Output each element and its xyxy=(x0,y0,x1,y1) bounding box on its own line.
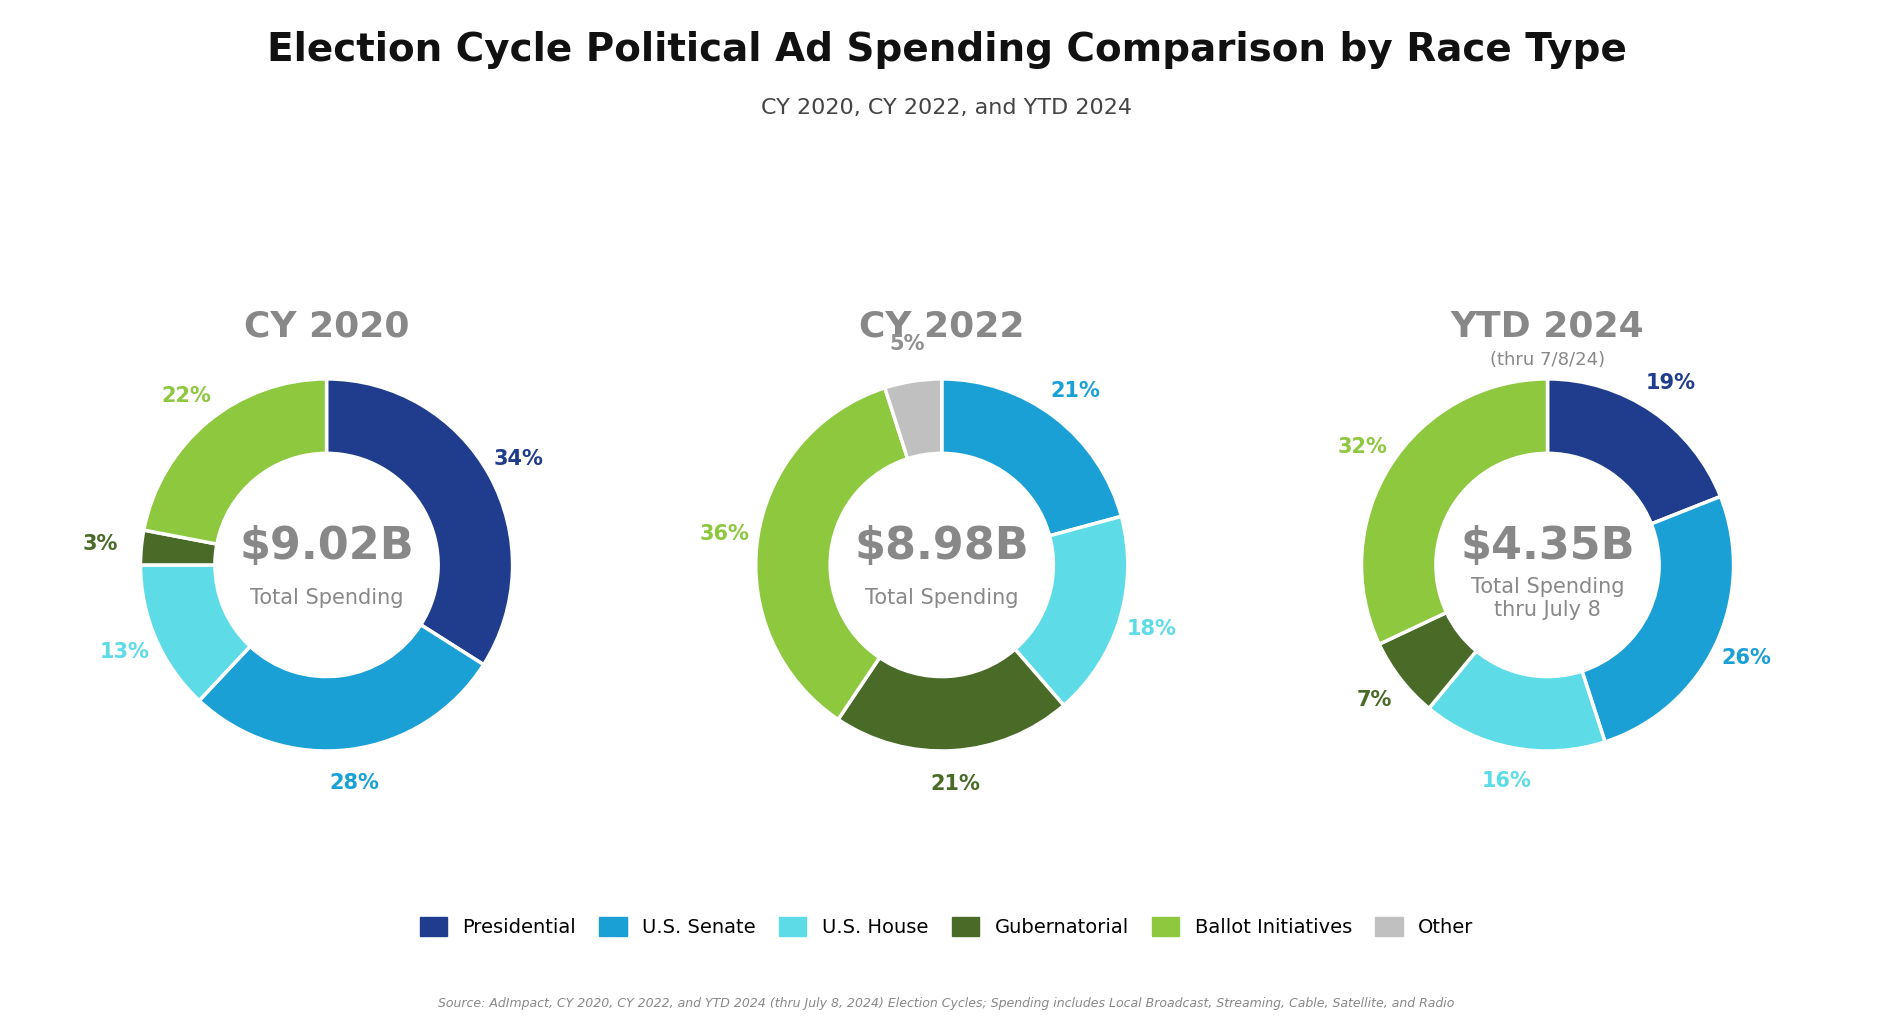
Wedge shape xyxy=(1429,651,1605,751)
Wedge shape xyxy=(941,379,1121,536)
Legend: Presidential, U.S. Senate, U.S. House, Gubernatorial, Ballot Initiatives, Other: Presidential, U.S. Senate, U.S. House, G… xyxy=(413,910,1480,946)
Text: 32%: 32% xyxy=(1336,437,1388,457)
Wedge shape xyxy=(326,379,513,665)
Text: 18%: 18% xyxy=(1126,618,1177,639)
Text: 3%: 3% xyxy=(83,534,117,554)
Text: Total Spending: Total Spending xyxy=(865,589,1018,608)
Text: CY 2022: CY 2022 xyxy=(859,310,1024,344)
Text: Source: AdImpact, CY 2020, CY 2022, and YTD 2024 (thru July 8, 2024) Election Cy: Source: AdImpact, CY 2020, CY 2022, and … xyxy=(439,997,1454,1010)
Text: 34%: 34% xyxy=(494,450,543,469)
Text: CY 2020, CY 2022, and YTD 2024: CY 2020, CY 2022, and YTD 2024 xyxy=(761,98,1132,117)
Text: Total Spending
thru July 8: Total Spending thru July 8 xyxy=(1471,577,1624,620)
Text: 16%: 16% xyxy=(1482,771,1531,790)
Wedge shape xyxy=(1380,612,1477,708)
Wedge shape xyxy=(755,388,907,719)
Wedge shape xyxy=(144,379,327,544)
Text: 22%: 22% xyxy=(161,386,212,405)
Text: 13%: 13% xyxy=(100,642,150,662)
Text: $9.02B: $9.02B xyxy=(239,525,415,568)
Text: 36%: 36% xyxy=(699,525,750,544)
Wedge shape xyxy=(140,530,218,565)
Text: $8.98B: $8.98B xyxy=(854,525,1030,568)
Text: Election Cycle Political Ad Spending Comparison by Race Type: Election Cycle Political Ad Spending Com… xyxy=(267,31,1626,69)
Text: (thru 7/8/24): (thru 7/8/24) xyxy=(1490,351,1605,369)
Text: YTD 2024: YTD 2024 xyxy=(1450,310,1645,344)
Text: Total Spending: Total Spending xyxy=(250,589,403,608)
Wedge shape xyxy=(884,379,943,459)
Wedge shape xyxy=(140,565,250,701)
Wedge shape xyxy=(1583,496,1734,742)
Text: $4.35B: $4.35B xyxy=(1460,525,1636,568)
Wedge shape xyxy=(1361,379,1548,644)
Text: 28%: 28% xyxy=(329,773,379,792)
Text: 19%: 19% xyxy=(1645,374,1696,393)
Text: 21%: 21% xyxy=(931,774,981,794)
Text: 21%: 21% xyxy=(1051,381,1100,400)
Wedge shape xyxy=(199,625,483,751)
Wedge shape xyxy=(1547,379,1721,524)
Wedge shape xyxy=(1015,517,1128,706)
Text: 26%: 26% xyxy=(1721,648,1772,669)
Text: 5%: 5% xyxy=(890,334,926,354)
Wedge shape xyxy=(839,649,1064,751)
Text: 7%: 7% xyxy=(1357,689,1391,710)
Text: CY 2020: CY 2020 xyxy=(244,310,409,344)
